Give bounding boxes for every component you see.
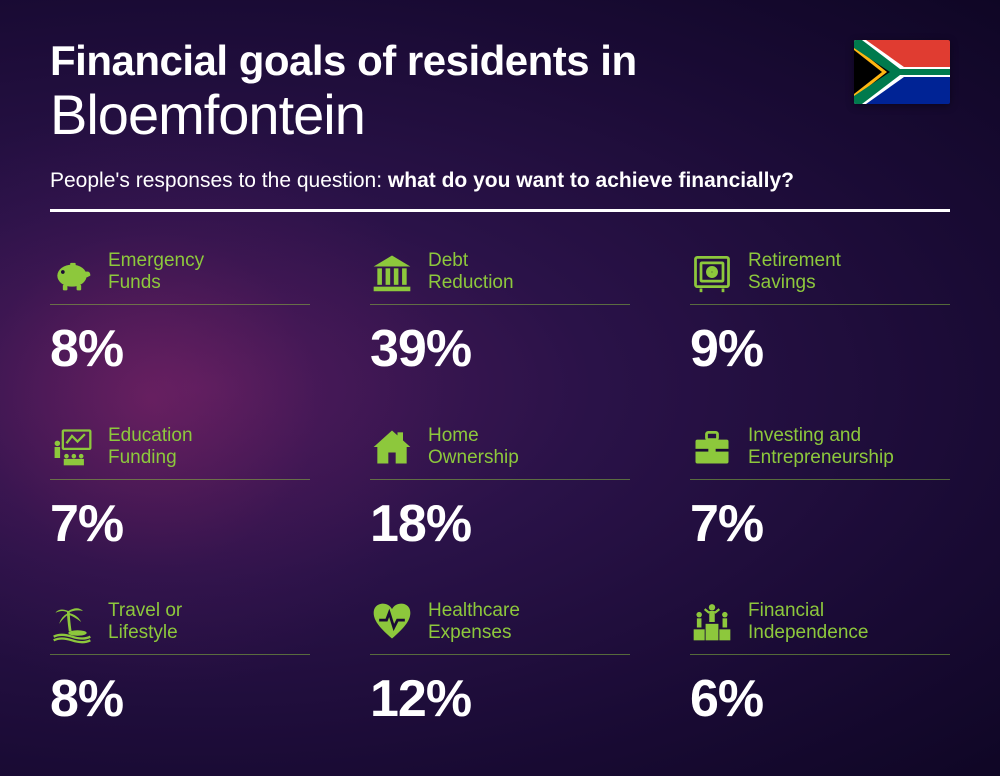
header: Financial goals of residents in Bloemfon…: [50, 38, 950, 212]
stat-healthcare: HealthcareExpenses 12%: [370, 600, 630, 729]
stat-label: HomeOwnership: [428, 425, 519, 469]
stat-value: 12%: [370, 669, 630, 729]
house-icon: [370, 425, 414, 469]
palm-icon: [50, 600, 94, 644]
subtitle-bold: what do you want to achieve financially?: [388, 169, 794, 192]
piggy-bank-icon: [50, 250, 94, 294]
bank-icon: [370, 250, 414, 294]
stat-value: 18%: [370, 494, 630, 554]
briefcase-icon: [690, 425, 734, 469]
stat-debt-reduction: DebtReduction 39%: [370, 250, 630, 379]
divider: [50, 209, 950, 212]
stat-label: FinancialIndependence: [748, 600, 868, 644]
title-line1: Financial goals of residents in: [50, 38, 950, 84]
stat-value: 7%: [690, 494, 950, 554]
stat-value: 7%: [50, 494, 310, 554]
stat-label: EducationFunding: [108, 425, 193, 469]
stat-value: 6%: [690, 669, 950, 729]
stat-value: 39%: [370, 319, 630, 379]
stat-label: RetirementSavings: [748, 250, 841, 294]
safe-icon: [690, 250, 734, 294]
stat-retirement-savings: RetirementSavings 9%: [690, 250, 950, 379]
title-city: Bloemfontein: [50, 82, 950, 147]
stat-value: 8%: [50, 669, 310, 729]
stats-grid: EmergencyFunds 8% DebtReduction 39% Reti…: [50, 250, 950, 729]
stat-education-funding: EducationFunding 7%: [50, 425, 310, 554]
stat-home-ownership: HomeOwnership 18%: [370, 425, 630, 554]
stat-value: 8%: [50, 319, 310, 379]
podium-icon: [690, 600, 734, 644]
stat-emergency-funds: EmergencyFunds 8%: [50, 250, 310, 379]
heart-pulse-icon: [370, 600, 414, 644]
stat-label: EmergencyFunds: [108, 250, 204, 294]
stat-label: Investing andEntrepreneurship: [748, 425, 894, 469]
stat-investing: Investing andEntrepreneurship 7%: [690, 425, 950, 554]
stat-label: Travel orLifestyle: [108, 600, 182, 644]
presentation-icon: [50, 425, 94, 469]
stat-label: HealthcareExpenses: [428, 600, 520, 644]
stat-travel-lifestyle: Travel orLifestyle 8%: [50, 600, 310, 729]
subtitle: People's responses to the question: what…: [50, 169, 950, 193]
stat-financial-independence: FinancialIndependence 6%: [690, 600, 950, 729]
subtitle-prefix: People's responses to the question:: [50, 169, 388, 192]
stat-value: 9%: [690, 319, 950, 379]
stat-label: DebtReduction: [428, 250, 514, 294]
